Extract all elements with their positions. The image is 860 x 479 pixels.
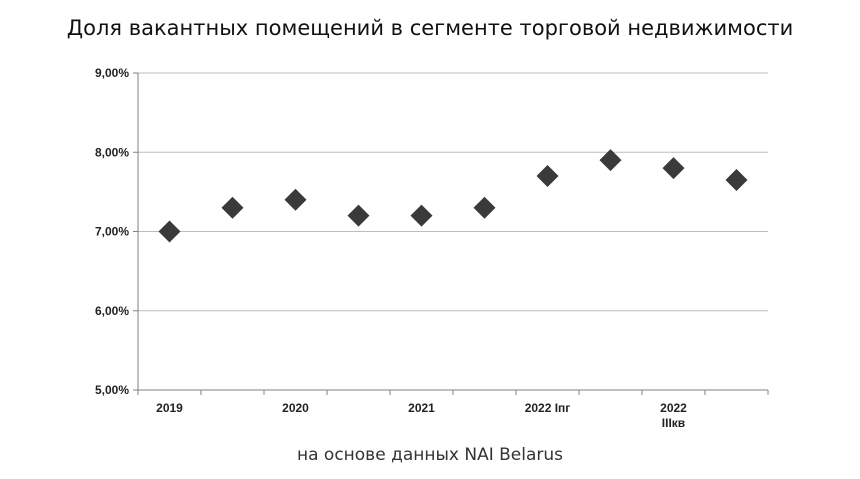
source-note: на основе данных NAI Belarus bbox=[296, 445, 563, 465]
data-point bbox=[284, 188, 307, 211]
data-point bbox=[536, 165, 559, 188]
x-tick-label: 2022 Iпг bbox=[525, 401, 571, 415]
chart-title: Доля вакантных помещений в сегменте торг… bbox=[66, 16, 794, 40]
data-point bbox=[725, 168, 748, 191]
axes bbox=[133, 72, 769, 395]
y-tick-labels: 5,00% 6,00% 7,00% 8,00% 9,00% bbox=[95, 66, 129, 397]
data-point bbox=[158, 220, 181, 243]
grid-lines bbox=[138, 72, 768, 312]
x-tick-label: 2019 bbox=[156, 401, 183, 415]
data-point bbox=[662, 157, 685, 180]
data-point bbox=[473, 196, 496, 219]
data-point bbox=[599, 149, 622, 172]
y-tick-label: 6,00% bbox=[95, 304, 129, 318]
data-points bbox=[158, 149, 748, 243]
x-tick-label: 2020 bbox=[282, 401, 309, 415]
y-tick-label: 5,00% bbox=[95, 383, 129, 397]
y-tick-label: 8,00% bbox=[95, 145, 129, 159]
data-point bbox=[347, 204, 370, 227]
y-tick-label: 7,00% bbox=[95, 225, 129, 239]
data-point bbox=[221, 196, 244, 219]
x-tick-label: 2022 bbox=[660, 401, 687, 415]
x-tick-label: IIIкв bbox=[662, 416, 685, 430]
data-point bbox=[410, 204, 433, 227]
x-tick-label: 2021 bbox=[408, 401, 435, 415]
y-tick-label: 9,00% bbox=[95, 66, 129, 80]
